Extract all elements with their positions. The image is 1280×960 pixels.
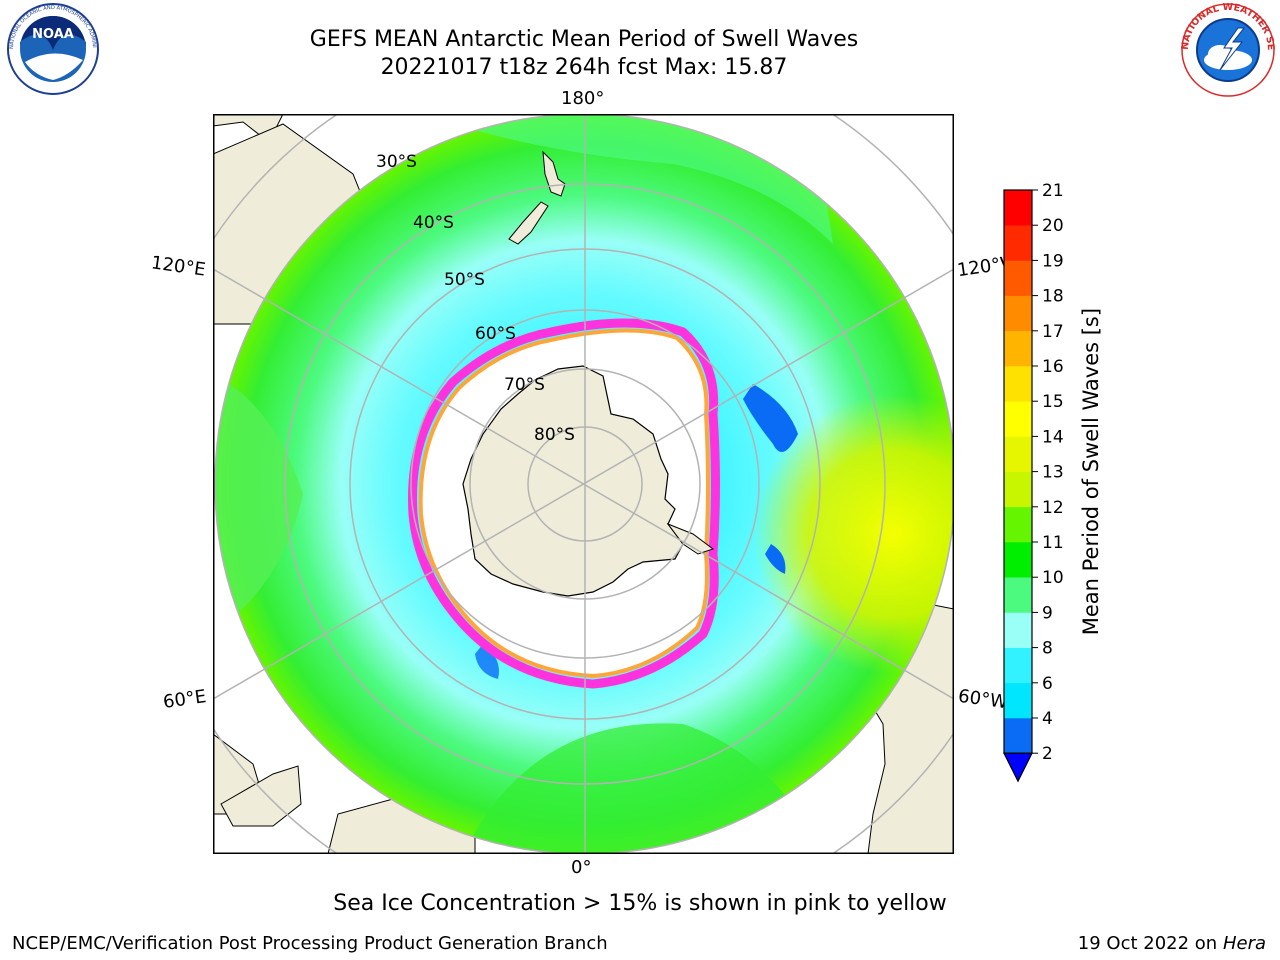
lat-label-30s: 30°S [376, 152, 417, 172]
colorbar-segment [1004, 471, 1032, 508]
colorbar-tick-label: 6 [1042, 674, 1053, 694]
lat-label-50s: 50°S [444, 270, 485, 290]
colorbar-segment [1004, 612, 1032, 648]
polar-map [139, 38, 1031, 930]
noaa-logo-icon: NOAA NATIONAL OCEANIC AND ATMOSPHERIC AD… [0, 0, 103, 96]
colorbar-tick-label: 8 [1042, 639, 1053, 659]
colorbar-segment [1004, 295, 1032, 332]
chart-title: GEFS MEAN Antarctic Mean Period of Swell… [309, 27, 859, 52]
colorbar-under-arrow [1003, 752, 1033, 783]
lon-label-120e: 120°E [149, 252, 207, 281]
colorbar-segment [1004, 260, 1032, 296]
lat-label-70s: 70°S [504, 375, 545, 395]
colorbar-segment [1004, 718, 1032, 754]
colorbar-label: Mean Period of Swell Waves [s] [1079, 308, 1103, 635]
colorbar-segment [1004, 225, 1032, 261]
sea-ice-caption: Sea Ice Concentration > 15% is shown in … [333, 891, 947, 916]
colorbar-tick-label: 21 [1042, 181, 1064, 201]
colorbar-segment [1004, 401, 1032, 437]
lon-label-0: 0° [571, 857, 592, 878]
colorbar-segment [1004, 577, 1032, 613]
colorbar-segment [1004, 190, 1032, 226]
colorbar-tick-label: 14 [1042, 427, 1064, 447]
colorbar-segment [1004, 366, 1032, 402]
lat-label-40s: 40°S [413, 213, 454, 233]
colorbar-tick-label: 19 [1042, 251, 1064, 271]
colorbar-segment [1004, 647, 1032, 684]
colorbar-segment [1004, 542, 1032, 578]
lat-label-80s: 80°S [534, 425, 575, 445]
colorbar-segment [1004, 506, 1032, 543]
colorbar: 2 4 6 8 9 10 11 12 13 14 15 16 17 18 19 20 21 Mean Period… [990, 180, 1110, 790]
colorbar-tick-label: 12 [1042, 498, 1064, 518]
footer-machine: Hera [1222, 933, 1266, 954]
colorbar-tick-label: 18 [1042, 287, 1064, 307]
lat-label-60s: 60°S [475, 324, 516, 344]
colorbar-segment [1004, 330, 1032, 367]
colorbar-tick-label: 20 [1042, 216, 1064, 236]
colorbar-tick-label: 2 [1042, 744, 1053, 764]
colorbar-tick-label: 4 [1042, 709, 1053, 729]
colorbar-tick-label: 11 [1042, 533, 1064, 553]
colorbar-tick-label: 17 [1042, 322, 1064, 342]
nws-logo-icon: NATIONAL WEATHER SERVICE [1176, 0, 1276, 98]
footer-date: 19 Oct 2022 on Hera [1078, 933, 1266, 954]
lon-label-180: 180° [561, 88, 605, 109]
svg-text:NOAA: NOAA [32, 27, 74, 42]
colorbar-tick-label: 9 [1042, 603, 1053, 623]
footer-date-text: 19 Oct 2022 on [1077, 933, 1223, 954]
colorbar-segment [1004, 682, 1032, 719]
lon-label-60e: 60°E [161, 686, 208, 713]
chart-subtitle: 20221017 t18z 264h fcst Max: 15.87 [380, 55, 788, 80]
colorbar-tick-label: 13 [1042, 463, 1064, 483]
colorbar-tick-label: 16 [1042, 357, 1064, 377]
colorbar-segment [1004, 436, 1032, 472]
footer-credit: NCEP/EMC/Verification Post Processing Pr… [12, 933, 608, 954]
colorbar-tick-label: 15 [1042, 392, 1064, 412]
colorbar-tick-label: 10 [1042, 568, 1064, 588]
